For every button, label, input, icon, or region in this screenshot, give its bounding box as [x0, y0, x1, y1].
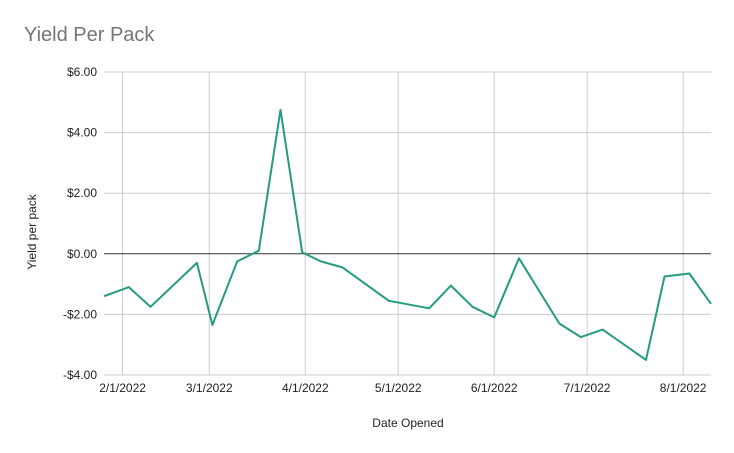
data-point — [558, 322, 560, 324]
data-point — [710, 303, 712, 305]
data-point — [645, 359, 647, 361]
y-tick-label: $2.00 — [67, 186, 97, 200]
data-point — [236, 260, 238, 262]
x-tick-label: 2/1/2022 — [99, 381, 146, 395]
chart-title: Yield Per Pack — [24, 24, 155, 46]
data-point — [196, 262, 198, 264]
data-point — [280, 109, 282, 111]
data-point — [493, 316, 495, 318]
y-tick-label: -$2.00 — [63, 307, 97, 321]
y-tick-label: $0.00 — [67, 247, 97, 261]
data-point — [149, 306, 151, 308]
data-point — [320, 260, 322, 262]
data-point — [428, 307, 430, 309]
vertical-gridlines — [122, 72, 684, 375]
data-point — [688, 272, 690, 274]
data-point — [664, 276, 666, 278]
x-tick-label: 4/1/2022 — [282, 381, 329, 395]
x-tick-label: 3/1/2022 — [186, 381, 233, 395]
data-point — [518, 257, 520, 259]
data-point — [103, 295, 105, 297]
data-point — [602, 329, 604, 331]
horizontal-gridlines — [104, 71, 711, 376]
data-point — [341, 266, 343, 268]
data-point — [472, 306, 474, 308]
x-tick-label: 8/1/2022 — [660, 381, 707, 395]
x-axis-label: Date Opened — [372, 416, 443, 430]
data-point — [301, 251, 303, 253]
y-tick-label: $4.00 — [67, 126, 97, 140]
data-point — [388, 300, 390, 302]
y-axis-label: Yield per pack — [25, 193, 39, 270]
series-line — [103, 108, 712, 361]
data-point — [211, 324, 213, 326]
data-point — [580, 336, 582, 338]
data-point — [128, 286, 130, 288]
data-point — [258, 250, 260, 252]
x-tick-label: 5/1/2022 — [375, 381, 422, 395]
x-axis-ticks: 2/1/2022 3/1/2022 4/1/2022 5/1/2022 6/1/2022… — [99, 381, 707, 395]
data-point — [450, 285, 452, 287]
y-tick-label: -$4.00 — [63, 368, 97, 382]
series-group — [103, 108, 712, 361]
y-axis-ticks: $6.00 $4.00 $2.00 $0.00 -$2.00 -$4.00 — [63, 65, 97, 382]
y-tick-label: $6.00 — [67, 65, 97, 79]
x-tick-label: 7/1/2022 — [564, 381, 611, 395]
x-tick-label: 6/1/2022 — [471, 381, 518, 395]
